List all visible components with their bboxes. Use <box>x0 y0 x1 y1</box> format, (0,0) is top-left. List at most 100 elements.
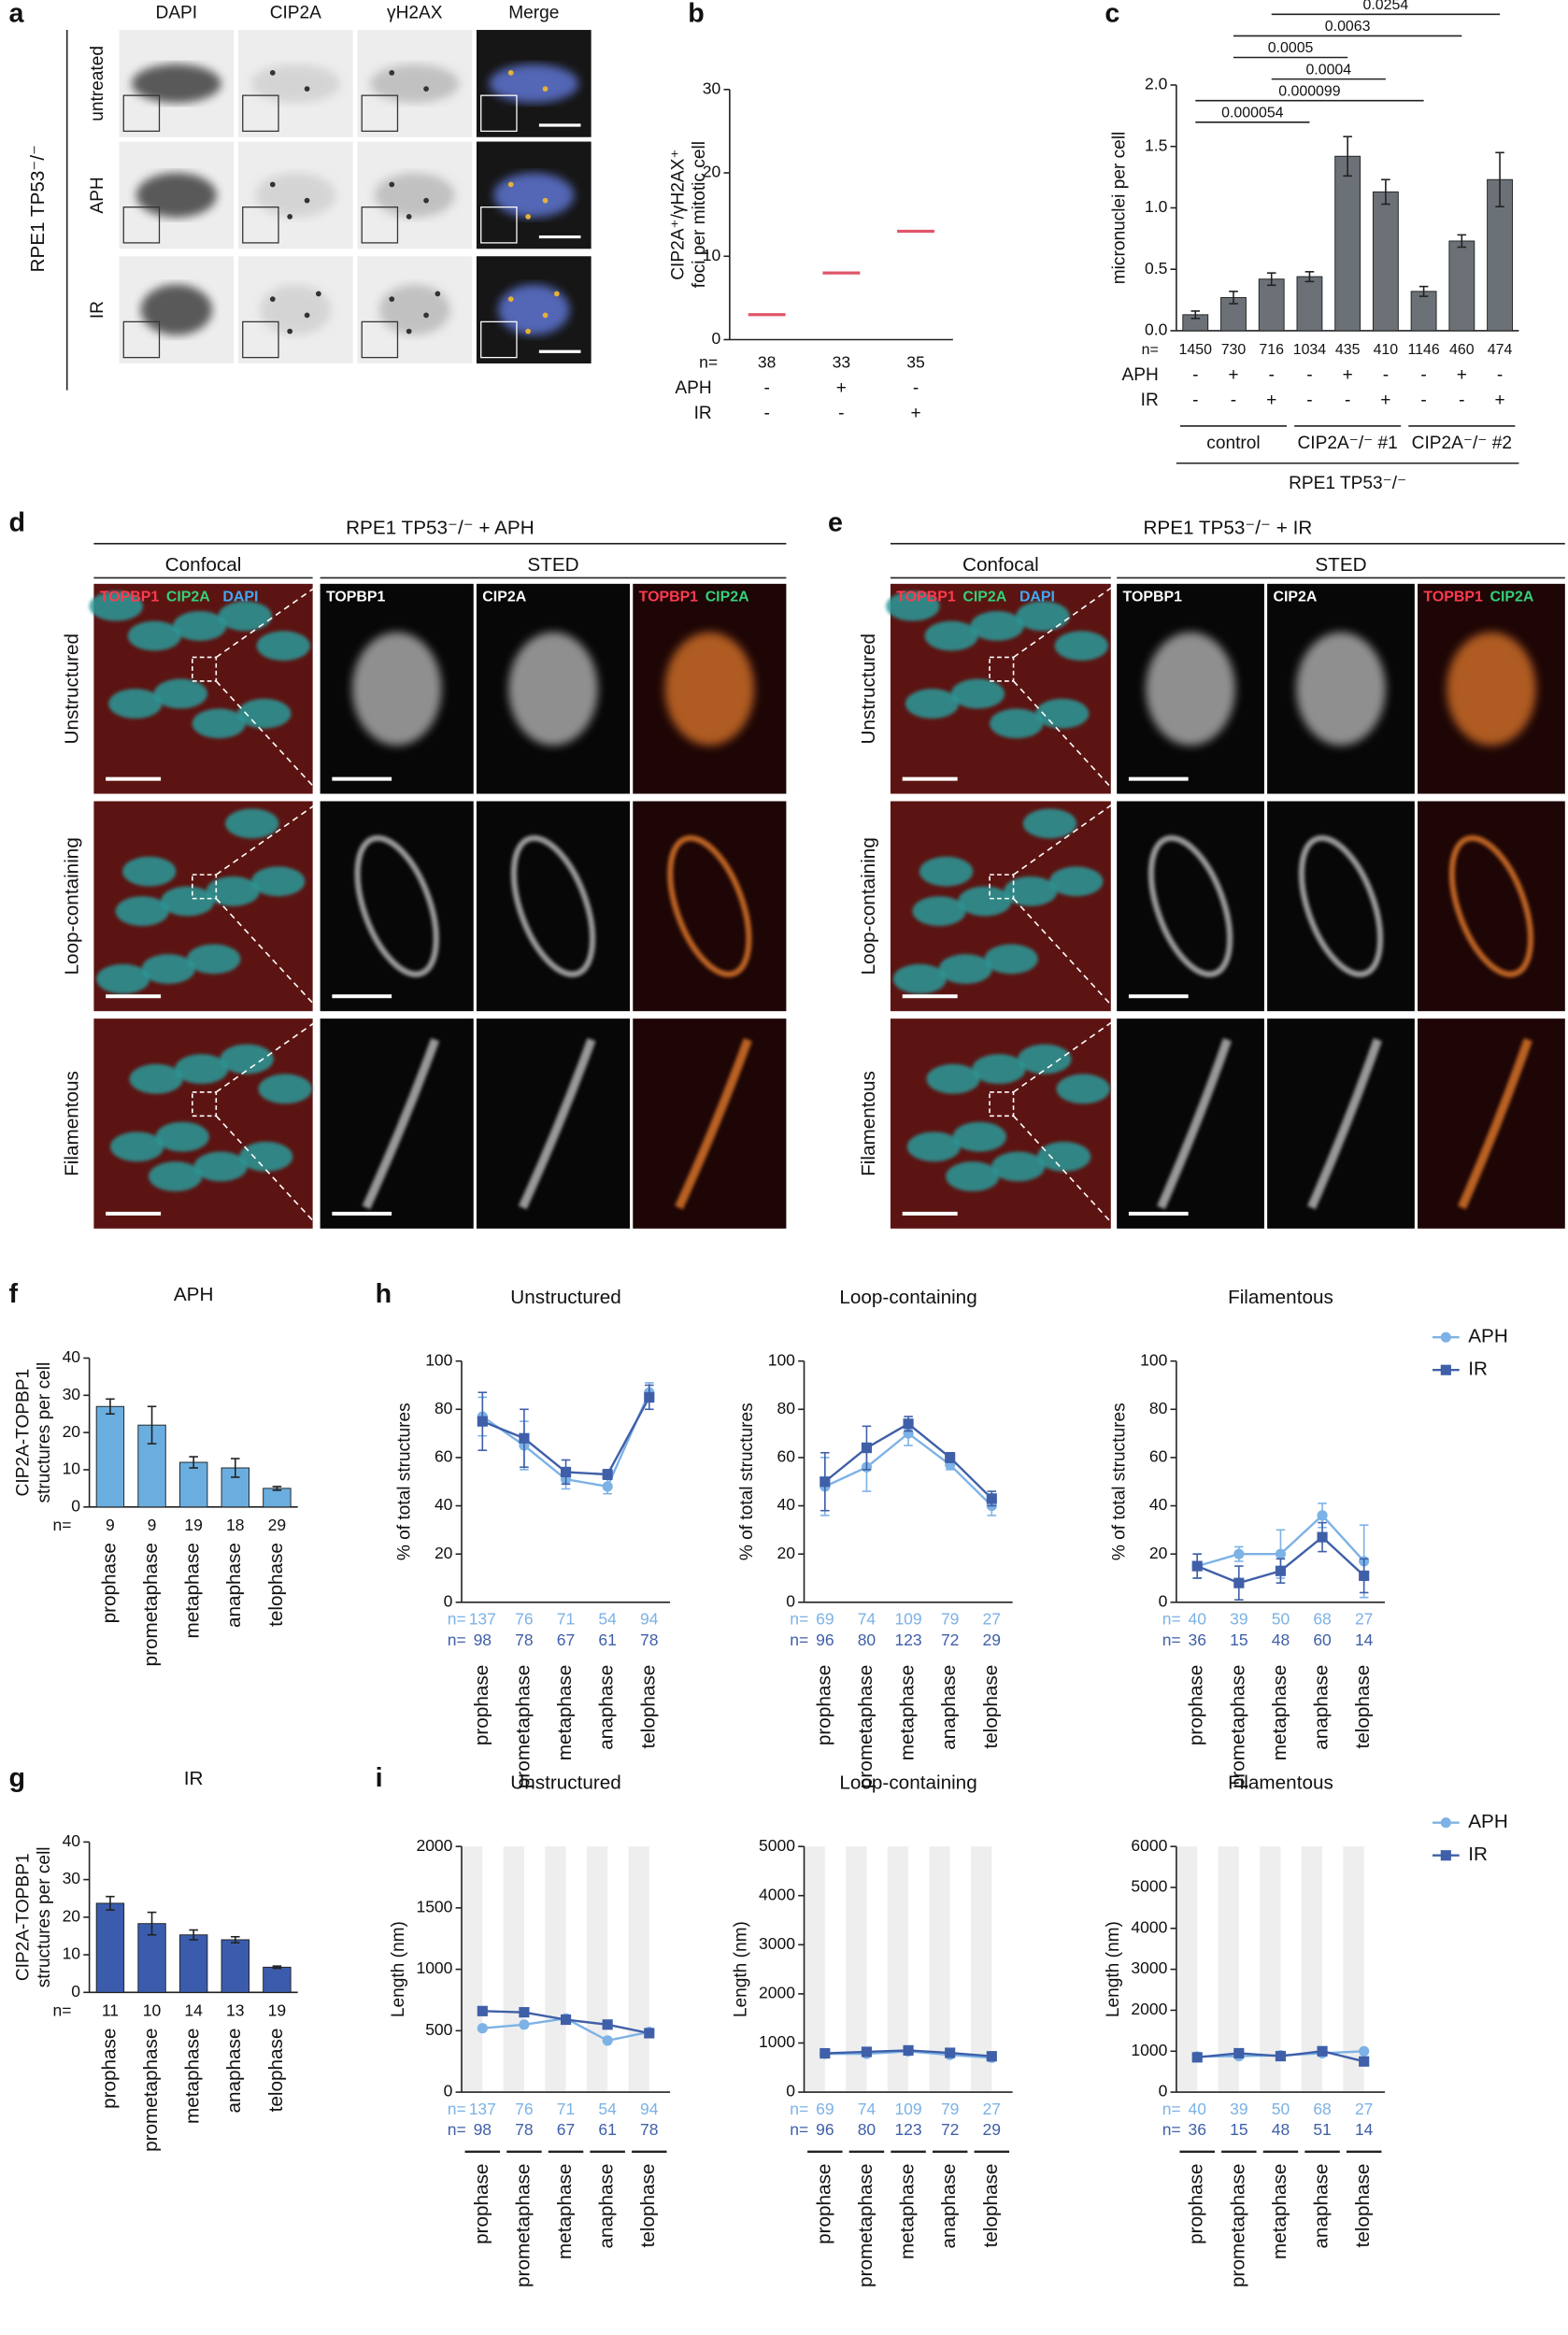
section-label: STED <box>527 554 578 576</box>
condition-label: APH <box>1121 365 1158 385</box>
x-tick-label: metaphase <box>182 2029 204 2124</box>
sted-image <box>320 801 474 1012</box>
marker <box>1275 1565 1287 1576</box>
y-tick-label: 0 <box>1159 1591 1168 1610</box>
inset <box>122 320 161 359</box>
n-value: 13 <box>226 2001 244 2020</box>
focus <box>423 86 429 93</box>
condition-value: - <box>1497 365 1503 385</box>
focus <box>542 86 549 93</box>
focus <box>389 70 395 76</box>
n-value: 15 <box>1230 1630 1247 1649</box>
marker <box>903 1418 914 1430</box>
section-label: STED <box>1315 554 1366 576</box>
focus <box>542 197 549 204</box>
x-tick-label: prophase <box>813 2164 834 2244</box>
x-tick-label: prometaphase <box>512 2164 534 2287</box>
n-value: 74 <box>858 1610 877 1629</box>
section-label: Confocal <box>962 554 1039 576</box>
panel-letter: f <box>9 1279 19 1309</box>
n-value: 69 <box>816 1610 834 1629</box>
marker <box>477 1416 488 1427</box>
y-tick-label: 20 <box>435 1544 453 1562</box>
marker <box>945 1452 956 1463</box>
structure <box>1447 632 1536 746</box>
y-axis-label: % of total structures <box>737 1402 757 1560</box>
y-tick-label: 1500 <box>416 1898 452 1916</box>
p-value: 0.0005 <box>1268 40 1314 56</box>
chromosome <box>970 611 1024 641</box>
n-value: 109 <box>894 1610 921 1629</box>
inset <box>242 94 279 133</box>
marker <box>1191 2052 1203 2063</box>
sted-image <box>1267 801 1415 1012</box>
n-value: 40 <box>1188 1610 1206 1629</box>
x-tick-label: prometaphase <box>140 2029 162 2152</box>
confocal-image <box>890 1018 1111 1229</box>
y-tick-label: 1.0 <box>1145 197 1168 216</box>
focus <box>304 86 310 93</box>
y-tick-label: 60 <box>435 1447 453 1466</box>
n-value: 27 <box>983 2100 1001 2118</box>
marker <box>1275 1548 1287 1559</box>
chromosome <box>1049 866 1104 897</box>
channel-label: CIP2A <box>482 589 526 605</box>
n-value: 50 <box>1272 2100 1290 2118</box>
n-value: 39 <box>1230 2100 1247 2118</box>
y-tick-label: 30 <box>63 1869 81 1887</box>
y-tick-label: 1000 <box>759 2032 795 2051</box>
bar <box>178 1934 208 1993</box>
marker <box>986 1493 997 1504</box>
y-tick-label: 60 <box>777 1447 795 1466</box>
x-tick-label: prometaphase <box>855 2164 877 2287</box>
condition-value: - <box>1420 391 1426 410</box>
channel-label: TOPBP1 <box>1123 589 1183 605</box>
n-value: 71 <box>557 2100 575 2118</box>
x-tick-label: anaphase <box>223 1543 245 1628</box>
marker <box>560 1466 572 1477</box>
bar <box>1410 291 1437 332</box>
sted-image <box>1418 1018 1565 1229</box>
micrograph-content <box>493 173 575 218</box>
n-value: 76 <box>515 2100 533 2118</box>
roi <box>192 874 218 900</box>
y-tick-label: 10 <box>63 1944 81 1963</box>
panel-letter: g <box>9 1763 26 1793</box>
chromosome <box>220 1044 274 1075</box>
x-tick-label: prometaphase <box>140 1543 162 1666</box>
y-tick-label: 2000 <box>416 1836 452 1855</box>
y-tick-label: 80 <box>435 1399 453 1417</box>
group-label: control <box>1206 434 1260 453</box>
y-tick-label: 2000 <box>1131 2000 1167 2018</box>
structure <box>1146 632 1235 746</box>
n-value: 79 <box>941 2100 959 2118</box>
chromosome <box>122 856 177 887</box>
condition-value: - <box>763 404 769 423</box>
focus <box>269 181 276 188</box>
n-value: 48 <box>1272 1630 1290 1649</box>
roi-guide <box>215 583 321 659</box>
chromosome <box>218 601 272 632</box>
p-value: 0.0063 <box>1325 19 1371 35</box>
p-value: 0.0004 <box>1305 62 1351 78</box>
panel-letter: i <box>376 1763 383 1793</box>
structure <box>362 1037 440 1210</box>
y-tick-label: 4000 <box>1131 1917 1167 1936</box>
marker <box>903 2044 914 2056</box>
n-value: 54 <box>598 1610 617 1629</box>
legend-marker <box>1440 1364 1451 1375</box>
column-header: DAPI <box>156 4 198 23</box>
condition-value: - <box>838 404 844 423</box>
micrograph-content <box>260 284 332 335</box>
marker <box>602 1481 613 1492</box>
n-value: 76 <box>515 1610 533 1629</box>
chromosome <box>892 963 948 994</box>
chromosome <box>153 678 207 709</box>
band-shade <box>887 1846 909 2093</box>
n-value: 60 <box>1313 1630 1332 1649</box>
bar <box>95 1902 125 1993</box>
condition-label: APH <box>675 378 711 398</box>
n-value: 38 <box>758 353 776 372</box>
channel-label: CIP2A <box>706 589 749 605</box>
condition-value: + <box>836 378 847 398</box>
